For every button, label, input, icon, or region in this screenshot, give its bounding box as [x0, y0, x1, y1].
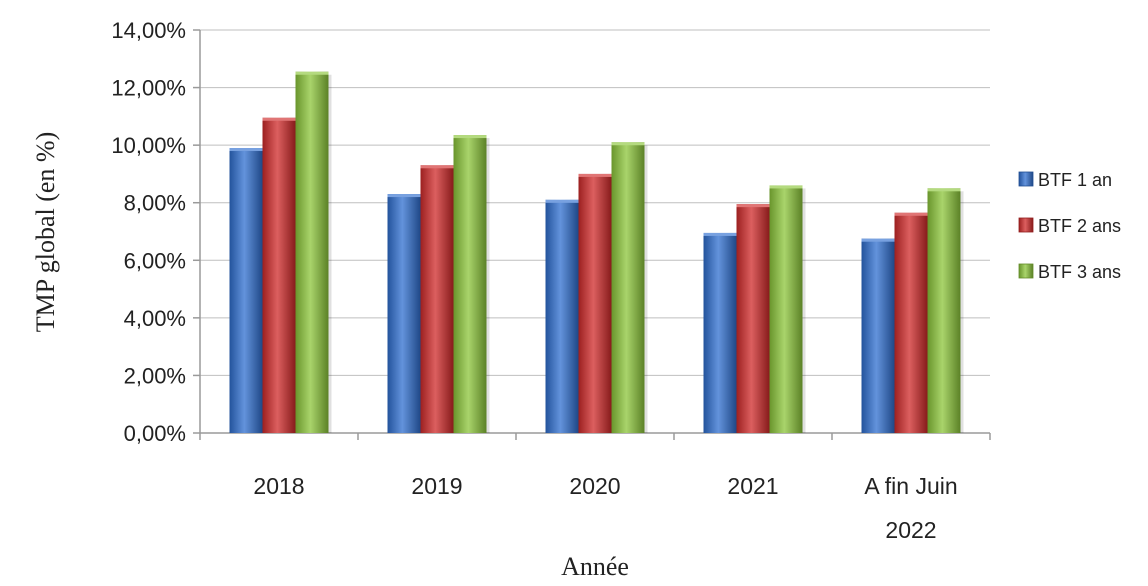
bar-cap [769, 185, 803, 189]
bar-cap [387, 194, 421, 198]
bar-btf-1-an-3 [703, 232, 737, 433]
bar-cap [611, 142, 645, 146]
legend-label: BTF 3 ans [1038, 262, 1121, 282]
y-tick-label: 8,00% [124, 191, 186, 216]
x-axis-ticks: 2018 2019 2020 2021 A fin Juin 2022 [199, 433, 991, 543]
y-tick-label: 12,00% [111, 76, 186, 101]
bar-cap [453, 135, 487, 139]
x-tick-label: 2019 [411, 473, 462, 499]
bars [229, 71, 964, 434]
legend-label: BTF 2 ans [1038, 216, 1121, 236]
bar-btf-2-ans-4 [894, 212, 928, 433]
bar-cap [229, 148, 263, 152]
legend-swatch [1018, 263, 1034, 279]
y-axis-ticks: 0,00% 2,00% 4,00% 6,00% 8,00% 10,00% 12,00% 14,… [111, 18, 200, 446]
bar-btf-3-ans-4 [927, 188, 961, 433]
bar-btf-3-ans-0 [295, 71, 329, 433]
x-tick-label: 2020 [569, 473, 620, 499]
y-tick-label: 0,00% [124, 421, 186, 446]
bar-btf-3-ans-3 [769, 185, 803, 433]
y-axis-title: TMP global (en %) [31, 132, 60, 333]
bar-cap [262, 117, 296, 121]
bar-btf-1-an-1 [387, 194, 421, 433]
bar-cap [578, 173, 612, 177]
legend: BTF 1 an BTF 2 ans BTF 3 ans [1018, 170, 1121, 282]
bar-cap [545, 199, 579, 203]
bar-btf-3-ans-1 [453, 135, 487, 433]
bar-cap [894, 212, 928, 216]
bar-cap [927, 188, 961, 192]
y-tick-label: 14,00% [111, 18, 186, 43]
x-tick-label: 2022 [885, 517, 936, 543]
bar-btf-2-ans-0 [262, 117, 296, 434]
x-tick-label: 2021 [727, 473, 778, 499]
bar-cap [420, 165, 454, 169]
bar-btf-1-an-4 [861, 238, 895, 433]
bar-btf-1-an-2 [545, 199, 579, 433]
y-tick-label: 10,00% [111, 133, 186, 158]
bar-cap [703, 232, 737, 236]
bar-cap [861, 238, 895, 242]
legend-swatch [1018, 171, 1034, 187]
legend-swatch [1018, 217, 1034, 233]
x-tick-label: 2018 [253, 473, 304, 499]
bar-btf-3-ans-2 [611, 142, 645, 433]
x-tick-label: A fin Juin [864, 473, 957, 499]
bar-btf-2-ans-2 [578, 173, 612, 433]
y-tick-label: 6,00% [124, 248, 186, 273]
bar-cap [295, 71, 329, 75]
bar-btf-1-an-0 [229, 148, 263, 433]
y-tick-label: 2,00% [124, 363, 186, 388]
bar-btf-2-ans-1 [420, 165, 454, 434]
legend-label: BTF 1 an [1038, 170, 1112, 190]
bar-btf-2-ans-3 [736, 204, 770, 433]
x-axis-title: Année [561, 552, 629, 581]
y-tick-label: 4,00% [124, 306, 186, 331]
bar-cap [736, 204, 770, 208]
